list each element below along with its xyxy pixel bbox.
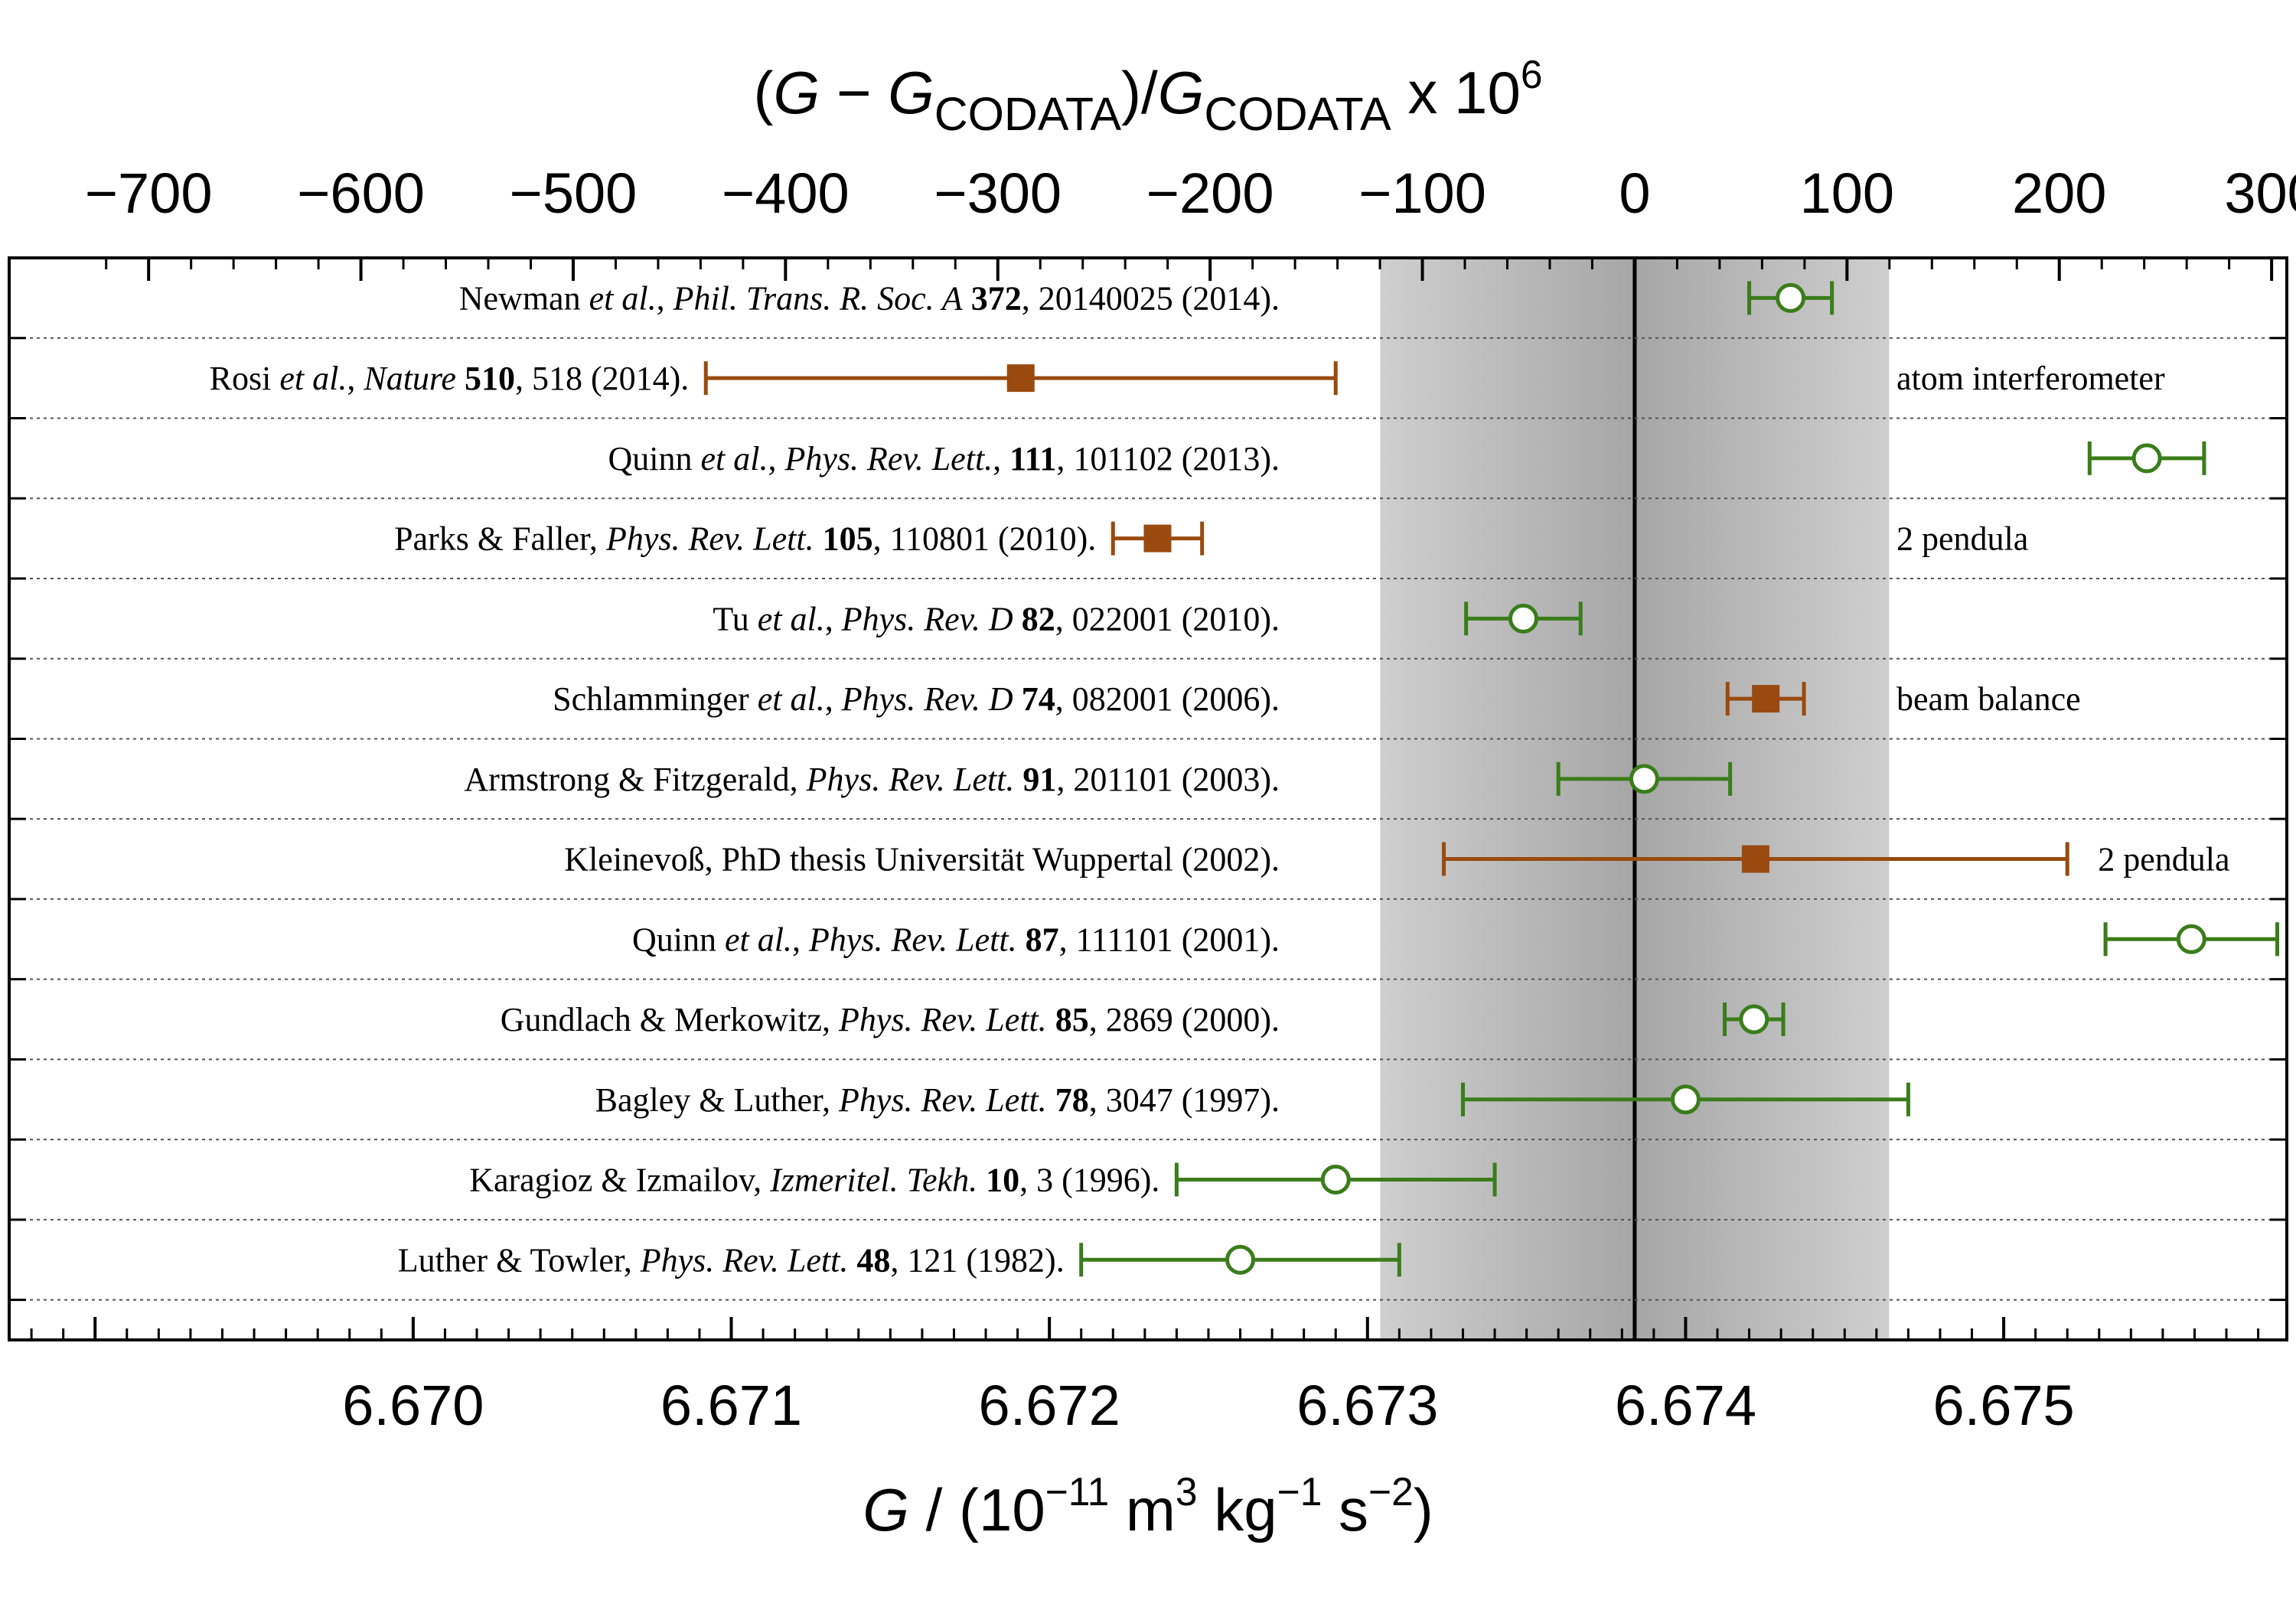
data-point-circle	[2176, 924, 2206, 954]
data-point-square	[1752, 685, 1780, 713]
data-point-circle	[1739, 1004, 1769, 1035]
measurement-7	[1556, 761, 1733, 796]
top-tick-label: 0	[1619, 161, 1650, 225]
bottom-tick-label: 6.674	[1615, 1374, 1756, 1437]
data-point-circle	[1225, 1244, 1256, 1275]
method-note: beam balance	[1896, 680, 2081, 718]
reference-label: Tu et al., Phys. Rev. D 82, 022001 (2010…	[713, 600, 1280, 637]
measurement-12	[1174, 1162, 1497, 1197]
top-tick-label: −700	[85, 161, 213, 225]
reference-label: Parks & Faller, Phys. Rev. Lett. 105, 11…	[394, 520, 1096, 558]
data-point-circle	[1776, 282, 1806, 313]
row-separators	[9, 337, 2287, 1301]
bottom-tick-label: 6.671	[660, 1374, 802, 1437]
measurement-13	[1079, 1243, 1401, 1277]
reference-label: Karagioz & Izmailov, Izmeritel. Tekh. 10…	[469, 1162, 1159, 1199]
data-point-circle	[1629, 764, 1659, 794]
codata-band-left	[1380, 258, 1635, 1340]
top-tick-label: 100	[1800, 161, 1894, 225]
top-tick-label: −100	[1358, 161, 1486, 225]
reference-label: Kleinevoß, PhD thesis Universität Wupper…	[564, 841, 1280, 878]
reference-label: Schlamminger et al., Phys. Rev. D 74, 08…	[553, 680, 1280, 718]
bottom-tick-label: 6.672	[979, 1374, 1120, 1437]
data-point-circle	[1670, 1084, 1701, 1115]
axis-ticks	[9, 258, 2287, 1340]
reference-label: Quinn et al., Phys. Rev. Lett. 87, 11110…	[632, 921, 1280, 958]
top-tick-label: −600	[297, 161, 425, 225]
bottom-axis-title: G / (10−11 m3 kg−1 s−2)	[863, 1469, 1433, 1543]
data-point-circle	[1320, 1165, 1351, 1195]
codata-uncertainty-band	[1380, 258, 1890, 1340]
method-note: 2 pendula	[2098, 841, 2229, 878]
reference-label: Quinn et al., Phys. Rev. Lett., 111, 101…	[608, 440, 1280, 478]
reference-labels: Newman et al., Phil. Trans. R. Soc. A 37…	[210, 279, 2230, 1279]
top-tick-label: −300	[934, 161, 1062, 225]
reference-label: Bagley & Luther, Phys. Rev. Lett. 78, 30…	[595, 1081, 1280, 1119]
method-note: 2 pendula	[1896, 520, 2028, 558]
reference-label: Luther & Towler, Phys. Rev. Lett. 48, 12…	[398, 1241, 1065, 1279]
measurement-5	[1464, 601, 1583, 636]
data-point-circle	[1508, 603, 1538, 634]
measurement-4	[1110, 521, 1205, 556]
bottom-tick-label: 6.670	[342, 1374, 484, 1437]
measurement-11	[1460, 1082, 1910, 1116]
measurement-8	[1442, 842, 2069, 876]
top-tick-label: −200	[1146, 161, 1274, 225]
bottom-tick-label: 6.673	[1296, 1374, 1438, 1437]
measurement-6	[1725, 682, 1806, 716]
codata-band-right	[1634, 258, 1890, 1340]
top-tick-label: 300	[2224, 161, 2296, 225]
axis-tick-labels: 6.670 6.671 6.672 6.673 6.674 6.675 −700 −600 −5…	[85, 161, 2296, 1437]
plot-border	[8, 256, 2288, 1341]
measurement-9	[2103, 922, 2280, 957]
measurement-1	[1747, 281, 1835, 315]
data-point-square	[1143, 524, 1172, 553]
measurement-3	[2087, 441, 2206, 475]
axis-titles: (G − GCODATA)/GCODATA x 106 G / (10−11 m…	[754, 52, 1543, 1543]
reference-label: Gundlach & Merkowitz, Phys. Rev. Lett. 8…	[501, 1001, 1280, 1038]
top-tick-label: 200	[2012, 161, 2106, 225]
reference-label: Newman et al., Phil. Trans. R. Soc. A 37…	[459, 279, 1280, 317]
top-tick-label: −500	[510, 161, 638, 225]
reference-label: Armstrong & Fitzgerald, Phys. Rev. Lett.…	[464, 761, 1280, 798]
data-point-square	[1741, 845, 1769, 873]
top-axis-title: (G − GCODATA)/GCODATA x 106	[754, 52, 1543, 140]
top-tick-label: −400	[722, 161, 850, 225]
data-point-circle	[2131, 443, 2162, 474]
method-note: atom interferometer	[1896, 360, 2165, 397]
measurement-10	[1723, 1002, 1786, 1037]
plot-frame	[8, 256, 2288, 1341]
data-point-square	[1006, 364, 1035, 393]
bottom-tick-label: 6.675	[1932, 1374, 2074, 1437]
measurement-2	[703, 361, 1338, 396]
measurement-points	[703, 281, 2280, 1277]
reference-label: Rosi et al., Nature 510, 518 (2014).	[210, 360, 690, 397]
